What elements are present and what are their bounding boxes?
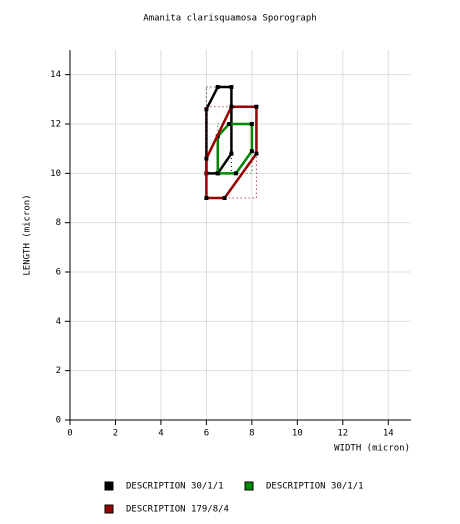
x-tick-label: 6	[204, 429, 209, 439]
y-tick-label: 8	[56, 218, 61, 228]
legend-swatch	[104, 481, 114, 491]
x-tick-label: 2	[113, 429, 118, 439]
chart-title: Amanita clarisquamosa Sporograph	[143, 14, 316, 24]
vertex	[229, 104, 234, 109]
vertex	[249, 122, 254, 126]
x-tick-label: 10	[292, 429, 303, 439]
x-tick-label: 14	[383, 429, 394, 439]
bounding-box	[205, 106, 257, 199]
vertex	[204, 156, 209, 161]
y-axis-label: LENGTH (micron)	[23, 194, 33, 275]
y-tick-label: 10	[50, 169, 61, 179]
x-tick-label: 4	[158, 429, 163, 439]
vertex	[229, 151, 234, 156]
vertex	[249, 149, 254, 154]
vertex	[222, 196, 227, 200]
y-tick-label: 2	[56, 366, 61, 376]
y-tick-label: 4	[56, 317, 61, 327]
y-tick-label: 14	[50, 70, 61, 80]
legend-label: DESCRIPTION 179/8/4	[126, 505, 229, 515]
x-tick-label: 12	[337, 429, 348, 439]
vertex	[229, 85, 234, 89]
y-tick-label: 0	[56, 416, 61, 426]
vertex	[254, 104, 259, 109]
legend-label: DESCRIPTION 30/1/1	[266, 482, 364, 492]
vertex	[254, 151, 259, 156]
x-tick-label: 0	[67, 429, 72, 439]
vertex	[233, 171, 238, 176]
y-tick-label: 6	[56, 268, 61, 278]
y-tick-label: 12	[50, 120, 61, 130]
x-axis-label: WIDTH (micron)	[334, 444, 410, 454]
vertex	[215, 85, 220, 89]
vertex	[215, 171, 220, 176]
vertex	[204, 196, 209, 200]
x-tick-label: 8	[249, 429, 254, 439]
legend-swatch	[104, 504, 114, 514]
legend-label: DESCRIPTION 30/1/1	[126, 482, 224, 492]
legend-swatch	[244, 481, 254, 491]
vertex	[227, 122, 232, 126]
